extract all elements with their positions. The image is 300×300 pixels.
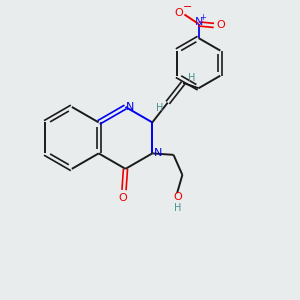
Text: O: O bbox=[216, 20, 225, 30]
Text: N: N bbox=[126, 102, 135, 112]
Text: −: − bbox=[183, 2, 192, 12]
Text: O: O bbox=[175, 8, 184, 18]
Text: H: H bbox=[188, 73, 195, 82]
Text: H: H bbox=[156, 103, 163, 113]
Text: +: + bbox=[199, 13, 206, 22]
Text: N: N bbox=[153, 148, 162, 158]
Text: H: H bbox=[174, 203, 181, 213]
Text: O: O bbox=[173, 192, 182, 202]
Text: N: N bbox=[194, 17, 203, 27]
Text: O: O bbox=[118, 193, 127, 203]
